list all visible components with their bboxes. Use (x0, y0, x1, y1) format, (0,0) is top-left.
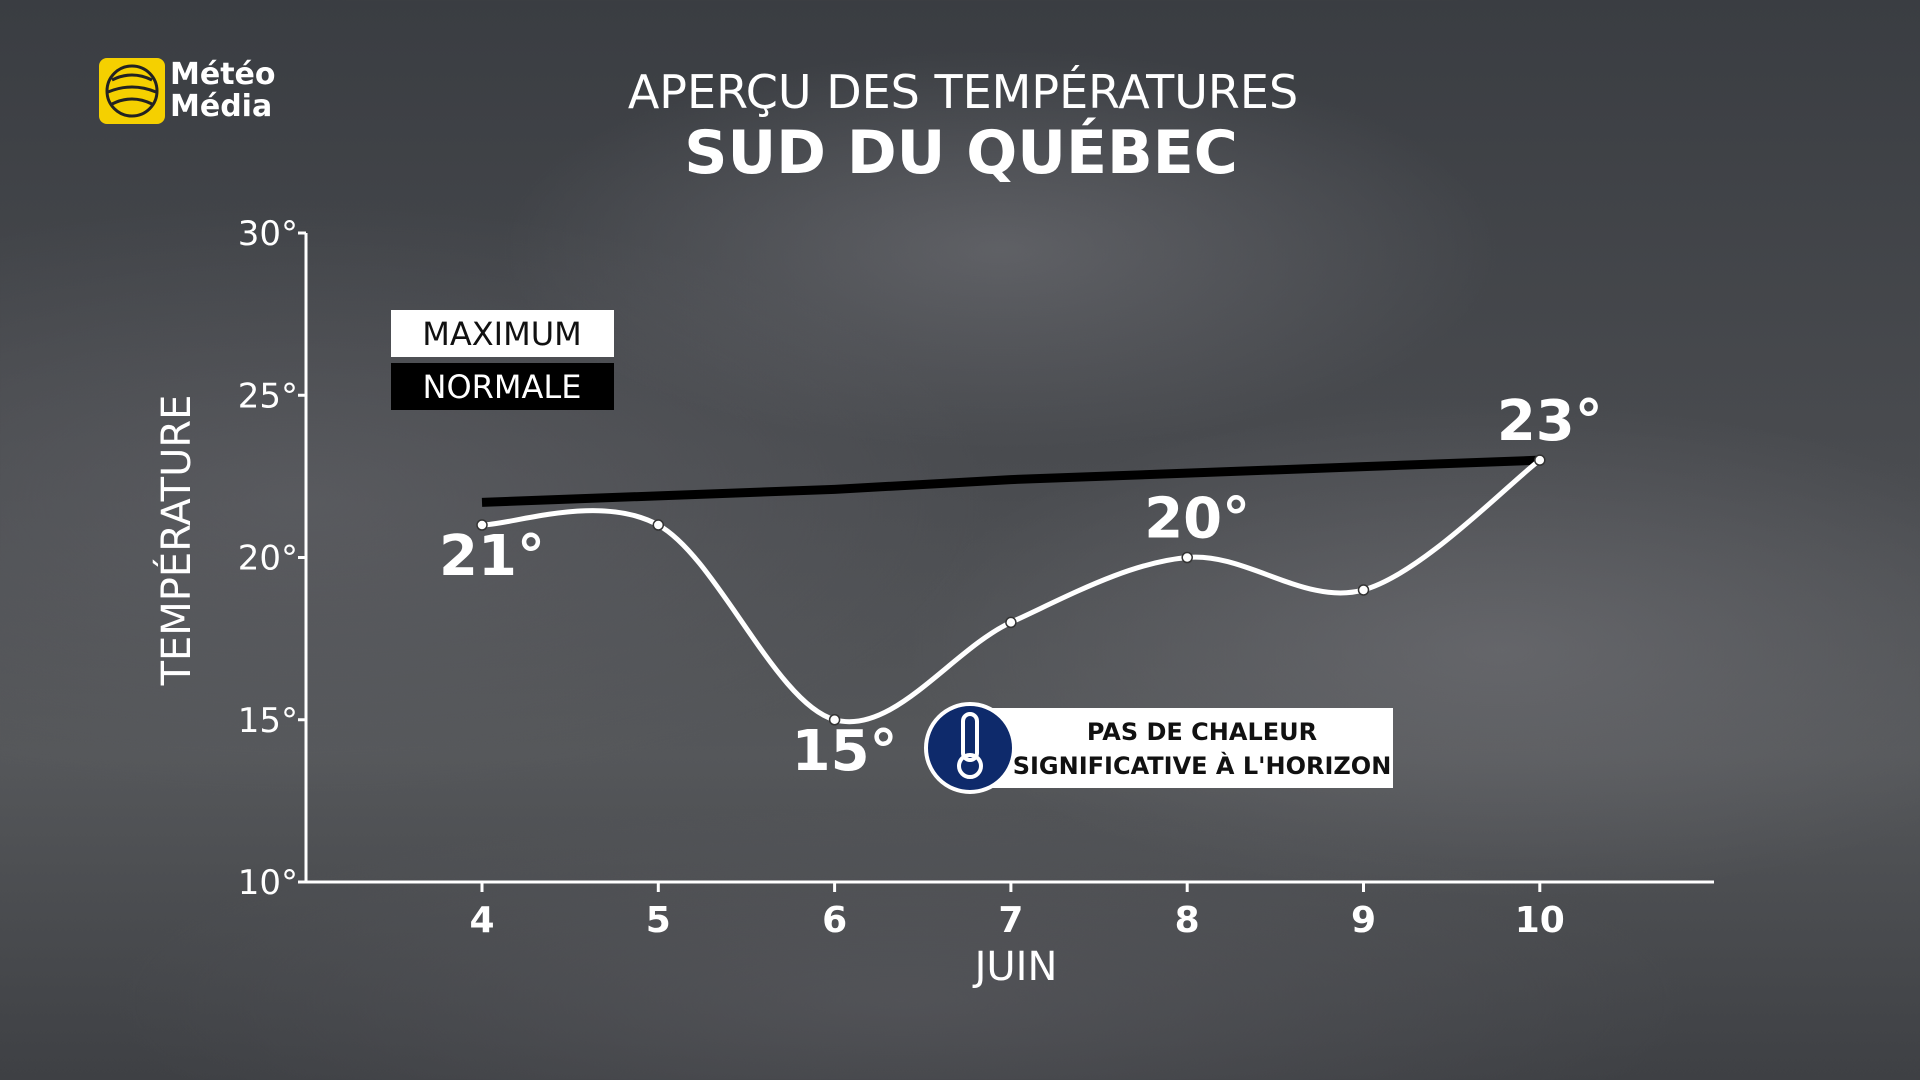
x-tick-label: 7 (998, 900, 1023, 941)
point (1181, 551, 1193, 564)
thermometer-bulb (957, 753, 983, 779)
line-1 (481, 455, 1540, 507)
y-tick-label: 10° (238, 863, 298, 903)
point (1357, 584, 1370, 596)
legend-label: NORMALE (423, 368, 582, 406)
logo-text: Météo (170, 57, 276, 92)
logo-text: Média (170, 89, 272, 124)
callout-text: SIGNIFICATIVE À L'HORIZON (1013, 751, 1392, 780)
x-tick-label: 6 (822, 900, 847, 941)
logo-globe (105, 64, 159, 118)
thermometer-tube (961, 712, 979, 762)
thermometer-icon (924, 702, 1016, 794)
point (1534, 454, 1546, 466)
logo-badge (99, 58, 165, 124)
x-tick-label: 4 (469, 900, 494, 941)
point (828, 714, 841, 726)
y-axis-label: TEMPÉRATURE (152, 395, 200, 687)
logo: Météo Média (99, 57, 276, 124)
x-tick-label: 10 (1515, 900, 1565, 941)
data-label: 21° (439, 524, 545, 589)
x-tick-label: 9 (1351, 900, 1376, 941)
data-label: 23° (1497, 389, 1603, 454)
callout-box (965, 708, 1393, 788)
legend-box (391, 363, 614, 410)
legend-box (391, 310, 614, 357)
point (476, 519, 488, 531)
callout-text: PAS DE CHALEUR (1087, 718, 1317, 746)
y-tick-label: 30° (238, 214, 298, 254)
x-axis-label: JUIN (972, 944, 1058, 990)
data-label: 15° (792, 719, 898, 784)
y-tick-label: 25° (238, 376, 298, 416)
callout: PAS DE CHALEUR SIGNIFICATIVE À L'HORIZON (924, 702, 1393, 794)
point (652, 519, 665, 531)
point (1005, 616, 1017, 629)
data-label: 20° (1144, 487, 1250, 552)
chart-subtitle: SUD DU QUÉBEC (684, 116, 1238, 188)
x-tick-label: 8 (1175, 900, 1200, 941)
y-tick-label: 20° (238, 539, 298, 579)
legend-label: MAXIMUM (422, 315, 582, 353)
x-tick-label: 5 (646, 900, 671, 941)
y-tick-label: 15° (238, 701, 298, 741)
chart-title: APERÇU DES TEMPÉRATURES (628, 65, 1298, 119)
logo-lines (107, 73, 157, 106)
